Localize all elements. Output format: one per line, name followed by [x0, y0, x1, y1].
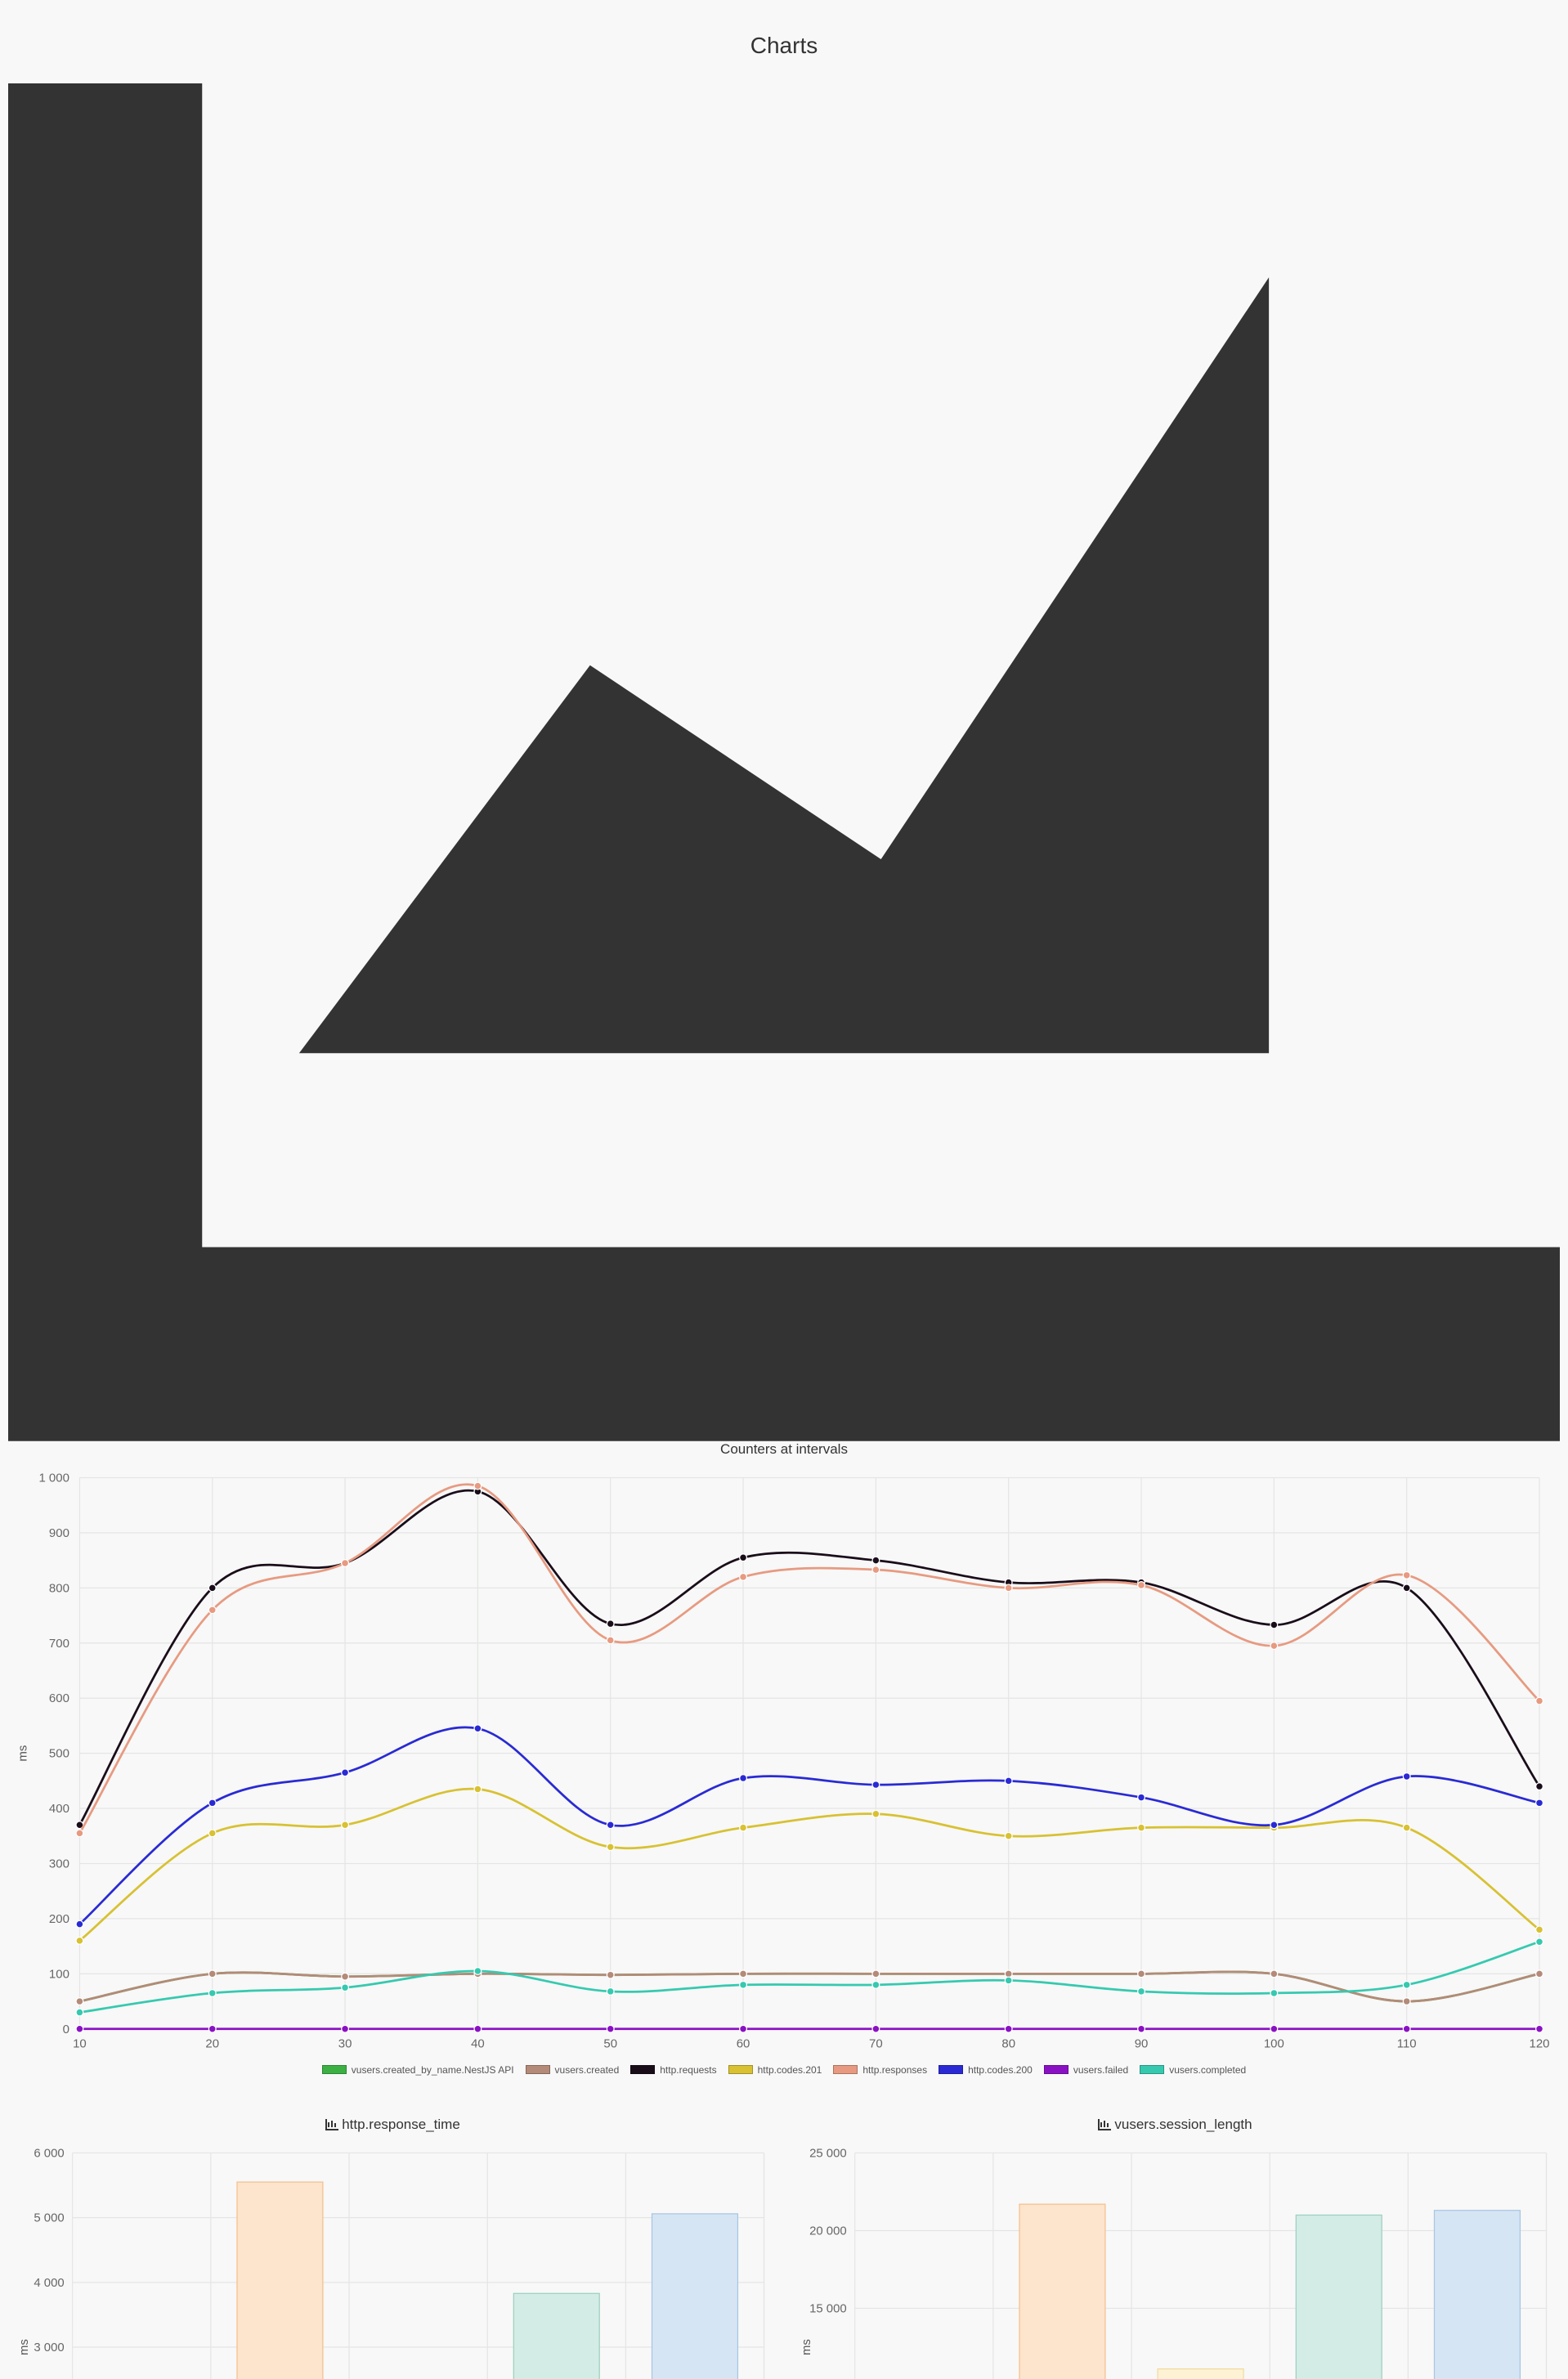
svg-text:400: 400 [49, 1802, 69, 1816]
svg-text:800: 800 [49, 1581, 69, 1595]
line-chart-legend: vusers.created_by_name.NestJS API vusers.… [8, 2064, 1560, 2076]
legend-swatch [728, 2065, 753, 2074]
legend-item[interactable]: http.responses [833, 2064, 927, 2076]
svg-text:120: 120 [1530, 2036, 1550, 2050]
legend-swatch [630, 2065, 655, 2074]
svg-text:300: 300 [49, 1857, 69, 1870]
svg-text:100: 100 [1264, 2036, 1284, 2050]
legend-swatch [1140, 2065, 1164, 2074]
svg-text:40: 40 [471, 2036, 485, 2050]
legend-item[interactable]: http.codes.201 [728, 2064, 822, 2076]
svg-text:110: 110 [1397, 2036, 1417, 2050]
svg-text:60: 60 [737, 2036, 750, 2050]
legend-label: vusers.failed [1073, 2064, 1128, 2076]
page-title: Charts [8, 33, 1560, 59]
legend-label: vusers.completed [1169, 2064, 1246, 2076]
svg-text:20 000: 20 000 [809, 2224, 847, 2238]
bar-chart-title-text: vusers.session_length [1114, 2117, 1252, 2132]
legend-label: http.codes.201 [758, 2064, 822, 2076]
svg-text:15 000: 15 000 [809, 2301, 847, 2315]
svg-text:1 000: 1 000 [38, 1471, 69, 1485]
svg-text:10: 10 [73, 2036, 87, 2050]
line-chart-title: Counters at intervals [8, 83, 1560, 1458]
svg-text:25 000: 25 000 [809, 2146, 847, 2160]
bar-chart-title-text: http.response_time [342, 2117, 460, 2132]
svg-text:ms: ms [16, 1745, 29, 1761]
svg-text:90: 90 [1135, 2036, 1149, 2050]
svg-text:100: 100 [49, 1967, 69, 1981]
legend-label: vusers.created_by_name.NestJS API [352, 2064, 514, 2076]
svg-text:900: 900 [49, 1526, 69, 1540]
svg-text:50: 50 [603, 2036, 617, 2050]
svg-text:20: 20 [205, 2036, 219, 2050]
svg-text:6 000: 6 000 [34, 2146, 64, 2160]
svg-text:500: 500 [49, 1746, 69, 1760]
svg-text:ms: ms [17, 2339, 31, 2355]
legend-label: http.codes.200 [968, 2064, 1033, 2076]
chart-area-icon [8, 83, 1560, 1441]
bar-chart-title: vusers.session_length [794, 2117, 1557, 2133]
legend-label: http.requests [660, 2064, 716, 2076]
legend-swatch [1044, 2065, 1068, 2074]
legend-swatch [526, 2065, 550, 2074]
svg-text:3 000: 3 000 [34, 2341, 64, 2354]
legend-item[interactable]: http.codes.200 [939, 2064, 1033, 2076]
svg-text:700: 700 [49, 1637, 69, 1651]
svg-text:30: 30 [338, 2036, 352, 2050]
legend-swatch [833, 2065, 858, 2074]
line-chart-title-text: Counters at intervals [720, 1441, 848, 1457]
chart-bar-icon [1098, 2119, 1111, 2130]
svg-text:600: 600 [49, 1691, 69, 1705]
line-chart-counters: Counters at intervals 0 100 200 300 400 500 60… [8, 83, 1560, 2076]
legend-swatch [939, 2065, 963, 2074]
legend-item[interactable]: vusers.created_by_name.NestJS API [322, 2064, 514, 2076]
bar-chart-response-time: http.response_time 01 0002 0003 0004 000… [11, 2117, 774, 2379]
legend-item[interactable]: vusers.created [526, 2064, 620, 2076]
svg-text:5 000: 5 000 [34, 2211, 64, 2225]
legend-swatch [322, 2065, 347, 2074]
svg-text:4 000: 4 000 [34, 2276, 64, 2290]
legend-item[interactable]: vusers.completed [1140, 2064, 1246, 2076]
legend-item[interactable]: http.requests [630, 2064, 716, 2076]
svg-text:80: 80 [1001, 2036, 1015, 2050]
legend-label: http.responses [862, 2064, 927, 2076]
chart-bar-icon [325, 2119, 338, 2130]
svg-text:70: 70 [869, 2036, 883, 2050]
bar-chart-session-length: vusers.session_length 05 00010 00015 000… [794, 2117, 1557, 2379]
legend-label: vusers.created [555, 2064, 620, 2076]
legend-item[interactable]: vusers.failed [1044, 2064, 1128, 2076]
svg-text:ms: ms [800, 2339, 813, 2355]
bar-chart-title: http.response_time [11, 2117, 774, 2133]
svg-text:200: 200 [49, 1912, 69, 1926]
svg-text:0: 0 [63, 2023, 69, 2036]
